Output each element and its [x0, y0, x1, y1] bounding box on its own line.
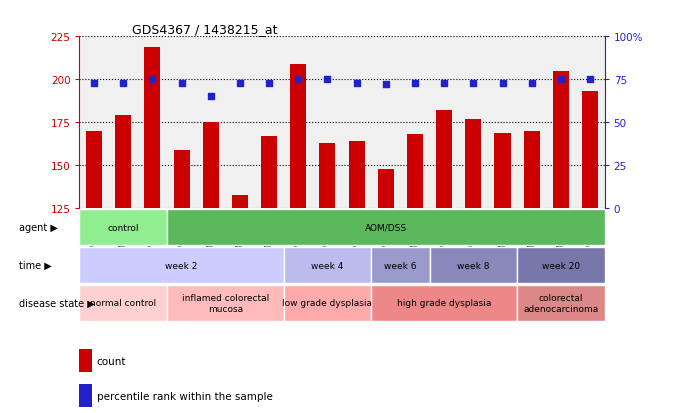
Point [556, 77, 567, 83]
Text: disease state ▶: disease state ▶ [19, 298, 95, 308]
Point [176, 80, 187, 87]
Bar [79, 247, 284, 284]
Point [410, 80, 421, 87]
Text: week 2: week 2 [165, 261, 198, 270]
Text: time ▶: time ▶ [19, 261, 52, 271]
Bar [517, 247, 605, 284]
Bar [371, 247, 430, 284]
Text: agent ▶: agent ▶ [19, 223, 58, 233]
Text: week 4: week 4 [311, 261, 343, 270]
Point [322, 77, 333, 83]
Text: normal control: normal control [90, 299, 156, 308]
Bar [86, 132, 102, 209]
Bar [371, 285, 517, 321]
Bar [167, 285, 284, 321]
Bar [436, 111, 452, 209]
Bar [232, 195, 248, 209]
Point [351, 80, 362, 87]
Point [117, 80, 129, 87]
Bar [173, 150, 189, 209]
Bar [378, 169, 394, 209]
Bar [144, 47, 160, 209]
Bar [202, 123, 219, 209]
Text: week 6: week 6 [384, 261, 417, 270]
Bar [524, 132, 540, 209]
Text: AOM/DSS: AOM/DSS [365, 223, 407, 232]
Point [585, 77, 596, 83]
Bar [79, 209, 167, 246]
Bar [582, 92, 598, 209]
Bar [115, 116, 131, 209]
Bar [167, 209, 605, 246]
Bar [290, 65, 306, 209]
Text: low grade dysplasia: low grade dysplasia [283, 299, 372, 308]
Text: count: count [97, 356, 126, 366]
Bar [284, 247, 371, 284]
Point [147, 77, 158, 83]
Point [234, 80, 245, 87]
Bar [517, 285, 605, 321]
Text: colorectal
adenocarcinoma: colorectal adenocarcinoma [523, 294, 598, 313]
Text: control: control [108, 223, 139, 232]
Bar [495, 133, 511, 209]
Text: GDS4367 / 1438215_at: GDS4367 / 1438215_at [132, 23, 278, 36]
Bar [261, 137, 277, 209]
Point [263, 80, 274, 87]
Bar [348, 142, 365, 209]
Text: percentile rank within the sample: percentile rank within the sample [97, 392, 273, 401]
Point [468, 80, 479, 87]
Bar [553, 71, 569, 209]
Bar [407, 135, 423, 209]
Point [205, 94, 216, 100]
Text: week 8: week 8 [457, 261, 490, 270]
Bar [465, 120, 482, 209]
Point [439, 80, 450, 87]
Point [380, 82, 391, 88]
Point [497, 80, 508, 87]
Point [526, 80, 537, 87]
Text: week 20: week 20 [542, 261, 580, 270]
Bar [430, 247, 517, 284]
Text: high grade dysplasia: high grade dysplasia [397, 299, 491, 308]
Point [88, 80, 100, 87]
Point [293, 77, 304, 83]
Bar [319, 144, 335, 209]
Bar [79, 285, 167, 321]
Text: inflamed colorectal
mucosa: inflamed colorectal mucosa [182, 294, 269, 313]
Bar [284, 285, 371, 321]
